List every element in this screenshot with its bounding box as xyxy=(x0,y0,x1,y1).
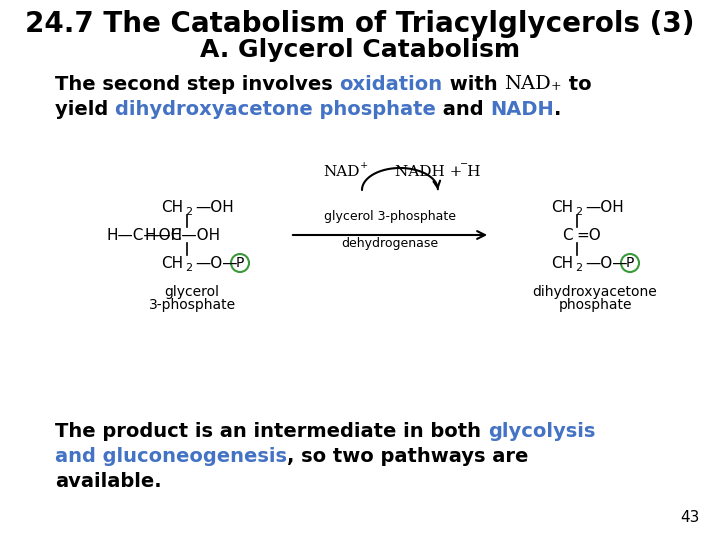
Text: =O: =O xyxy=(576,227,600,242)
Text: 2: 2 xyxy=(185,207,192,217)
Text: —O—: —O— xyxy=(195,255,238,271)
Text: NAD: NAD xyxy=(323,165,360,179)
Text: —OH: —OH xyxy=(585,199,624,214)
Text: +: + xyxy=(551,80,562,93)
Text: dihydroxyacetone phosphate: dihydroxyacetone phosphate xyxy=(115,100,436,119)
Text: oxidation: oxidation xyxy=(340,75,443,94)
Text: phosphate: phosphate xyxy=(558,298,631,312)
Text: and gluconeogenesis: and gluconeogenesis xyxy=(55,447,287,466)
Text: to: to xyxy=(562,75,592,94)
Text: P: P xyxy=(626,256,634,270)
Text: 3-phosphate: 3-phosphate xyxy=(148,298,235,312)
Text: glycerol 3-phosphate: glycerol 3-phosphate xyxy=(324,210,456,223)
Text: CH: CH xyxy=(551,199,573,214)
Text: +: + xyxy=(551,75,562,88)
Text: NADH + H: NADH + H xyxy=(395,165,480,179)
Text: and: and xyxy=(436,100,490,119)
Text: dehydrogenase: dehydrogenase xyxy=(341,237,438,250)
Text: CH: CH xyxy=(161,255,183,271)
Text: P: P xyxy=(236,256,244,270)
Text: glycerol: glycerol xyxy=(164,285,220,299)
Text: −: − xyxy=(460,160,468,170)
Text: glycolysis: glycolysis xyxy=(487,422,595,441)
Text: H—C—OH: H—C—OH xyxy=(145,227,221,242)
Text: H—C—OH: H—C—OH xyxy=(107,227,183,242)
Text: C: C xyxy=(562,227,573,242)
Text: .: . xyxy=(554,100,562,119)
Text: 2: 2 xyxy=(185,263,192,273)
Text: NADH: NADH xyxy=(490,100,554,119)
Text: dihydroxyacetone: dihydroxyacetone xyxy=(533,285,657,299)
Text: —OH: —OH xyxy=(195,199,234,214)
Text: The product is an intermediate in both: The product is an intermediate in both xyxy=(55,422,487,441)
Text: NAD: NAD xyxy=(504,75,551,93)
Text: CH: CH xyxy=(161,199,183,214)
Text: 24.7 The Catabolism of Triacylglycerols (3): 24.7 The Catabolism of Triacylglycerols … xyxy=(25,10,695,38)
Text: 43: 43 xyxy=(680,510,700,525)
Text: , so two pathways are: , so two pathways are xyxy=(287,447,528,466)
Text: 2: 2 xyxy=(575,263,582,273)
Text: 2: 2 xyxy=(575,207,582,217)
Text: yield: yield xyxy=(55,100,115,119)
Text: available.: available. xyxy=(55,472,161,491)
Text: A. Glycerol Catabolism: A. Glycerol Catabolism xyxy=(200,38,520,62)
Text: The second step involves: The second step involves xyxy=(55,75,340,94)
Text: —O—: —O— xyxy=(585,255,628,271)
Text: +: + xyxy=(360,160,368,170)
Text: CH: CH xyxy=(551,255,573,271)
Text: with: with xyxy=(443,75,504,94)
